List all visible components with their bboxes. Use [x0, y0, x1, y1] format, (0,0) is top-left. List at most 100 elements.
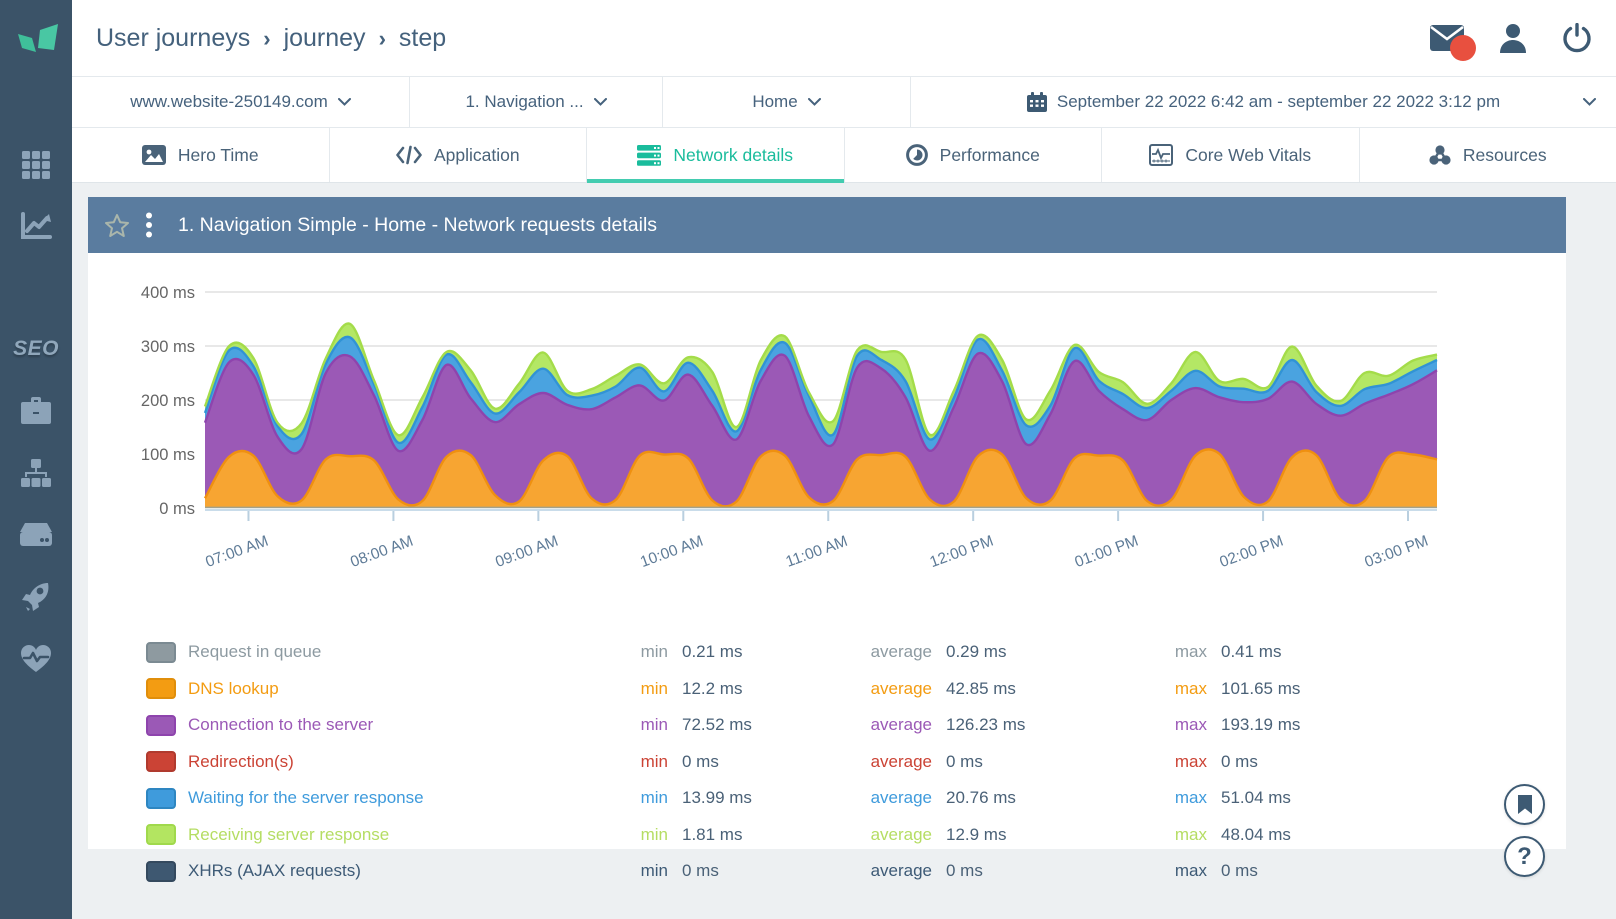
tab-label: Performance	[939, 144, 1040, 165]
legend-row-waiting[interactable]: Waiting for the server response min 13.9…	[88, 780, 1566, 817]
journey-selector[interactable]: 1. Navigation ...	[410, 77, 663, 127]
logout-button[interactable]	[1562, 23, 1592, 53]
sidebar-item-sitemap[interactable]	[0, 442, 72, 504]
max-value: 0.41 ms	[1221, 642, 1282, 662]
breadcrumb-step[interactable]: step	[398, 23, 447, 52]
legend-row-connection[interactable]: Connection to the server min 72.52 ms av…	[88, 707, 1566, 744]
legend-row-receiving[interactable]: Receiving server response min 1.81 ms av…	[88, 817, 1566, 854]
main-area: User journeys › journey › step	[72, 0, 1616, 919]
tab-core-web-vitals[interactable]: Core Web Vitals	[1102, 128, 1360, 182]
sidebar-item-servers[interactable]	[0, 504, 72, 566]
min-label: min	[640, 678, 668, 698]
tab-hero-time[interactable]: Hero Time	[72, 128, 330, 182]
series-label: Connection to the server	[188, 715, 374, 735]
series-label: Request in queue	[188, 642, 322, 662]
tab-resources[interactable]: Resources	[1360, 128, 1616, 182]
legend-row-request-in-queue[interactable]: Request in queue min 0.21 ms average 0.2…	[88, 634, 1566, 671]
tab-performance[interactable]: Performance	[845, 128, 1102, 182]
panel-title: 1. Navigation Simple - Home - Network re…	[178, 213, 658, 236]
max-label: max	[1174, 861, 1207, 881]
min-label: min	[640, 715, 668, 735]
topbar-icons	[1430, 23, 1592, 61]
brand-logo[interactable]	[0, 0, 72, 72]
heart-pulse-icon	[21, 645, 51, 672]
sidebar-item-speed[interactable]	[0, 566, 72, 628]
tab-label: Network details	[673, 144, 794, 165]
max-label: max	[1174, 788, 1207, 808]
legend-row-dns-lookup[interactable]: DNS lookup min 12.2 ms average 42.85 ms …	[88, 671, 1566, 708]
average-value: 0.29 ms	[946, 642, 1007, 662]
content-area: 1. Navigation Simple - Home - Network re…	[72, 183, 1616, 882]
svg-text:11:00 AM: 11:00 AM	[784, 533, 850, 571]
svg-text:02:00 PM: 02:00 PM	[1217, 532, 1285, 571]
breadcrumb-journey[interactable]: journey	[283, 23, 366, 52]
chevron-down-icon	[807, 98, 821, 106]
min-value: 12.2 ms	[682, 678, 743, 698]
tab-application[interactable]: Application	[330, 128, 587, 182]
average-label: average	[870, 861, 932, 881]
sidebar-item-seo[interactable]: SEO	[0, 318, 72, 380]
average-value: 12.9 ms	[946, 824, 1007, 844]
chart-line-icon	[21, 212, 52, 239]
tab-bar: Hero Time Application Network details Pe…	[72, 128, 1616, 183]
min-label: min	[640, 861, 668, 881]
svg-text:08:00 AM: 08:00 AM	[348, 533, 415, 571]
average-value: 0 ms	[946, 751, 983, 771]
svg-text:07:00 AM: 07:00 AM	[203, 533, 270, 571]
kebab-menu-icon	[146, 212, 152, 238]
chart-legend: Request in queue min 0.21 ms average 0.2…	[88, 626, 1566, 890]
min-label: min	[640, 824, 668, 844]
tab-label: Application	[433, 144, 520, 165]
messages-button[interactable]	[1430, 25, 1476, 61]
sidebar-item-analytics[interactable]	[0, 196, 72, 258]
min-label: min	[640, 751, 668, 771]
average-value: 0 ms	[946, 861, 983, 881]
panel-menu-button[interactable]	[146, 212, 152, 238]
min-value: 1.81 ms	[682, 824, 743, 844]
sidebar-item-health[interactable]	[0, 628, 72, 690]
chevron-right-icon: ›	[378, 26, 386, 51]
help-button[interactable]: ?	[1504, 836, 1545, 877]
sidebar: SEO	[0, 0, 72, 919]
step-selector[interactable]: Home	[663, 77, 911, 127]
legend-row-xhrs[interactable]: XHRs (AJAX requests) min 0 ms average 0 …	[88, 853, 1566, 890]
series-swatch	[146, 787, 176, 809]
svg-text:03:00 PM: 03:00 PM	[1362, 532, 1430, 571]
question-mark-icon: ?	[1517, 842, 1532, 870]
star-icon	[105, 213, 129, 237]
panel-body: 07:00 AM 08:00 AM 09:00 AM 10:00 AM 11:00 AM…	[88, 253, 1566, 882]
average-label: average	[870, 751, 932, 771]
account-button[interactable]	[1498, 23, 1528, 53]
svg-text:200 ms: 200 ms	[141, 392, 195, 410]
date-range-value: September 22 2022 6:42 am - september 22…	[1056, 92, 1501, 111]
breadcrumb-user-journeys[interactable]: User journeys	[96, 23, 251, 52]
average-label: average	[870, 715, 932, 735]
server-icon	[20, 523, 52, 546]
svg-text:0 ms: 0 ms	[159, 500, 195, 518]
series-swatch	[146, 824, 176, 846]
sidebar-nav: SEO	[0, 134, 72, 690]
user-icon	[1500, 24, 1526, 53]
top-bar: User journeys › journey › step	[72, 0, 1616, 77]
website-selector[interactable]: www.website-250149.com	[72, 77, 410, 127]
network-requests-chart: 07:00 AM 08:00 AM 09:00 AM 10:00 AM 11:00 AM…	[141, 284, 1438, 571]
tab-label: Core Web Vitals	[1185, 144, 1312, 165]
tab-network-details[interactable]: Network details	[587, 128, 845, 183]
series-swatch	[146, 714, 176, 736]
server-stack-icon	[637, 144, 662, 166]
max-value: 51.04 ms	[1221, 788, 1291, 808]
network-details-panel: 1. Navigation Simple - Home - Network re…	[88, 197, 1566, 882]
favorite-button[interactable]	[104, 213, 130, 238]
svg-text:09:00 AM: 09:00 AM	[493, 533, 560, 571]
max-label: max	[1174, 824, 1207, 844]
bookmark-button[interactable]	[1504, 784, 1545, 825]
date-range-selector[interactable]: September 22 2022 6:42 am - september 22…	[911, 77, 1616, 127]
bookmark-icon	[1517, 795, 1532, 814]
sidebar-item-projects[interactable]	[0, 380, 72, 442]
series-swatch	[146, 641, 176, 663]
svg-text:12:00 PM: 12:00 PM	[928, 532, 996, 571]
sidebar-item-apps[interactable]	[0, 134, 72, 196]
notification-badge	[1450, 35, 1476, 61]
max-label: max	[1174, 715, 1207, 735]
legend-row-redirections[interactable]: Redirection(s) min 0 ms average 0 ms max…	[88, 744, 1566, 781]
